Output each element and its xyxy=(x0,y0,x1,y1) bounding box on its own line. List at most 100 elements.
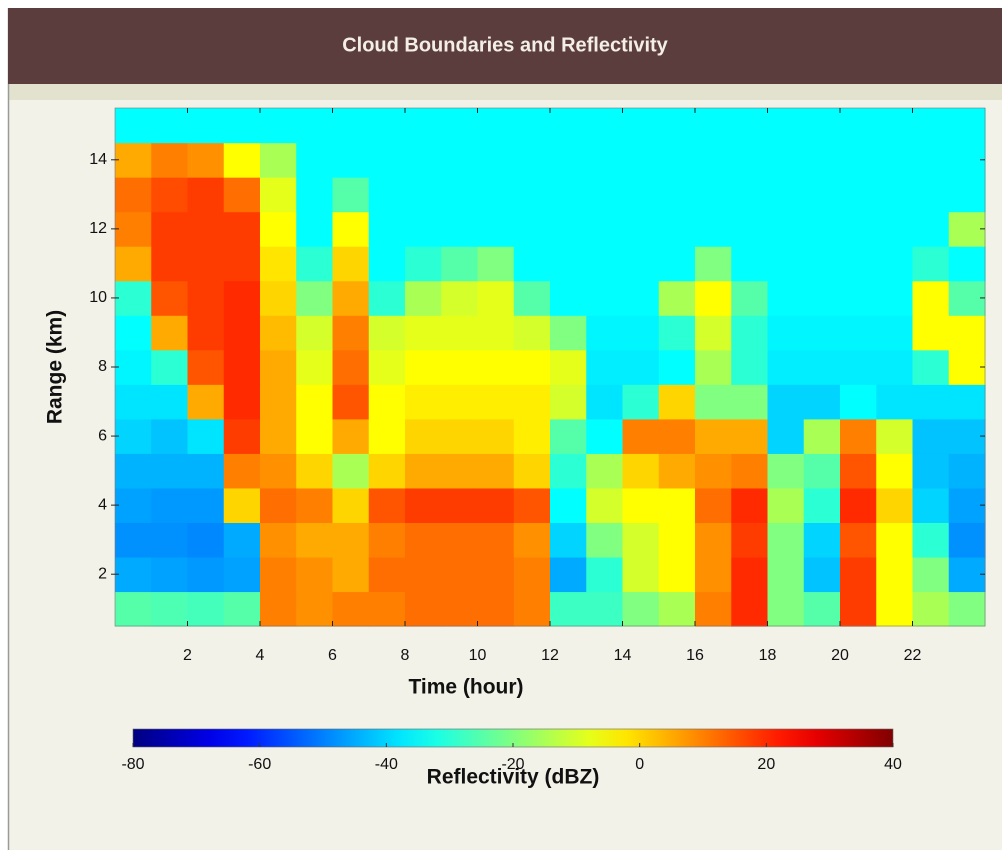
heatmap-cell xyxy=(803,280,841,316)
heatmap-cell xyxy=(912,556,950,593)
heatmap-cell xyxy=(550,315,587,351)
heatmap-cell xyxy=(187,522,225,558)
heatmap-cell xyxy=(405,591,442,627)
heatmap-cell xyxy=(695,418,732,454)
heatmap-cell xyxy=(441,349,479,385)
heatmap-cell xyxy=(223,453,261,489)
heatmap-cell xyxy=(550,384,587,420)
heatmap-cell xyxy=(223,384,261,420)
heatmap-cell xyxy=(405,418,442,454)
heatmap-cell xyxy=(115,591,152,627)
heatmap-cell xyxy=(767,108,805,144)
heatmap-cell xyxy=(840,556,877,593)
heatmap-cell xyxy=(151,349,189,385)
heatmap-cell xyxy=(477,418,515,454)
heatmap-cell xyxy=(550,177,587,213)
heatmap-cell xyxy=(151,453,189,489)
heatmap-cell xyxy=(405,522,442,558)
title-bar xyxy=(8,8,1002,84)
heatmap-cell xyxy=(658,142,696,178)
colorbar-tick-label: -80 xyxy=(121,756,144,773)
heatmap-cell xyxy=(296,211,334,247)
heatmap-cell xyxy=(223,211,261,247)
heatmap-cell xyxy=(550,556,587,593)
heatmap-cell xyxy=(550,418,587,454)
heatmap-cell xyxy=(405,177,442,213)
heatmap-cell xyxy=(187,177,225,213)
heatmap-cell xyxy=(332,349,370,385)
heatmap-cell xyxy=(405,384,442,420)
heatmap-cell xyxy=(151,384,189,420)
colorbar-tick-label: -40 xyxy=(375,756,398,773)
heatmap-cell xyxy=(550,453,587,489)
heatmap-cell xyxy=(115,384,152,420)
heatmap-cell xyxy=(767,453,805,489)
y-tick-label: 8 xyxy=(98,358,107,375)
heatmap-cell xyxy=(912,280,950,316)
heatmap-cell xyxy=(767,556,805,593)
heatmap-cell xyxy=(803,211,841,247)
heatmap-cell xyxy=(332,315,370,351)
heatmap-cell xyxy=(513,246,551,282)
heatmap-cell xyxy=(513,280,551,316)
heatmap-cell xyxy=(296,384,334,420)
heatmap-cell xyxy=(767,349,805,385)
heatmap-cell xyxy=(840,246,877,282)
heatmap-cell xyxy=(187,246,225,282)
x-tick-label: 20 xyxy=(831,647,849,664)
y-tick-label: 6 xyxy=(98,427,107,444)
heatmap-cell xyxy=(658,487,696,523)
heatmap-cell xyxy=(731,246,769,282)
heatmap-cell xyxy=(622,315,660,351)
heatmap-cell xyxy=(151,487,189,523)
heatmap-cell xyxy=(803,108,841,144)
heatmap-cell xyxy=(876,142,914,178)
heatmap-cell xyxy=(731,418,769,454)
heatmap-cell xyxy=(622,211,660,247)
heatmap-cell xyxy=(187,384,225,420)
heatmap-cell xyxy=(151,280,189,316)
heatmap-cell xyxy=(187,349,225,385)
heatmap-cell xyxy=(187,315,225,351)
heatmap-cell xyxy=(767,246,805,282)
heatmap-cell xyxy=(223,246,261,282)
heatmap-cell xyxy=(622,487,660,523)
heatmap-cell xyxy=(731,177,769,213)
heatmap-cell xyxy=(586,591,624,627)
heatmap-cell xyxy=(658,108,696,144)
heatmap-cell xyxy=(477,349,515,385)
heatmap-cell xyxy=(840,108,877,144)
heatmap-cell xyxy=(332,418,370,454)
heatmap-cell xyxy=(803,591,841,627)
heatmap-cell xyxy=(368,453,406,489)
heatmap-cell xyxy=(296,522,334,558)
heatmap-cell xyxy=(840,142,877,178)
heatmap-cell xyxy=(912,142,950,178)
heatmap-cell xyxy=(441,315,479,351)
heatmap-cell xyxy=(223,522,261,558)
heatmap-cell xyxy=(803,246,841,282)
heatmap-cell xyxy=(260,487,297,523)
heatmap-cell xyxy=(695,211,732,247)
heatmap-cell xyxy=(731,556,769,593)
heatmap-cell xyxy=(948,418,986,454)
heatmap-cell xyxy=(260,384,297,420)
heatmap-cell xyxy=(513,418,551,454)
heatmap-cell xyxy=(513,315,551,351)
heatmap-cell xyxy=(223,315,261,351)
heatmap-cell xyxy=(658,591,696,627)
heatmap-cell xyxy=(731,211,769,247)
heatmap-cell xyxy=(912,211,950,247)
heatmap-cell xyxy=(695,142,732,178)
heatmap-cell xyxy=(876,315,914,351)
heatmap-cell xyxy=(840,384,877,420)
heatmap-cell xyxy=(223,349,261,385)
heatmap-cell xyxy=(948,349,986,385)
heatmap-cell xyxy=(441,211,479,247)
heatmap-cell xyxy=(840,315,877,351)
heatmap-cell xyxy=(441,522,479,558)
heatmap-cell xyxy=(731,591,769,627)
heatmap-cell xyxy=(368,177,406,213)
heatmap-cell xyxy=(948,177,986,213)
heatmap-cell xyxy=(695,522,732,558)
